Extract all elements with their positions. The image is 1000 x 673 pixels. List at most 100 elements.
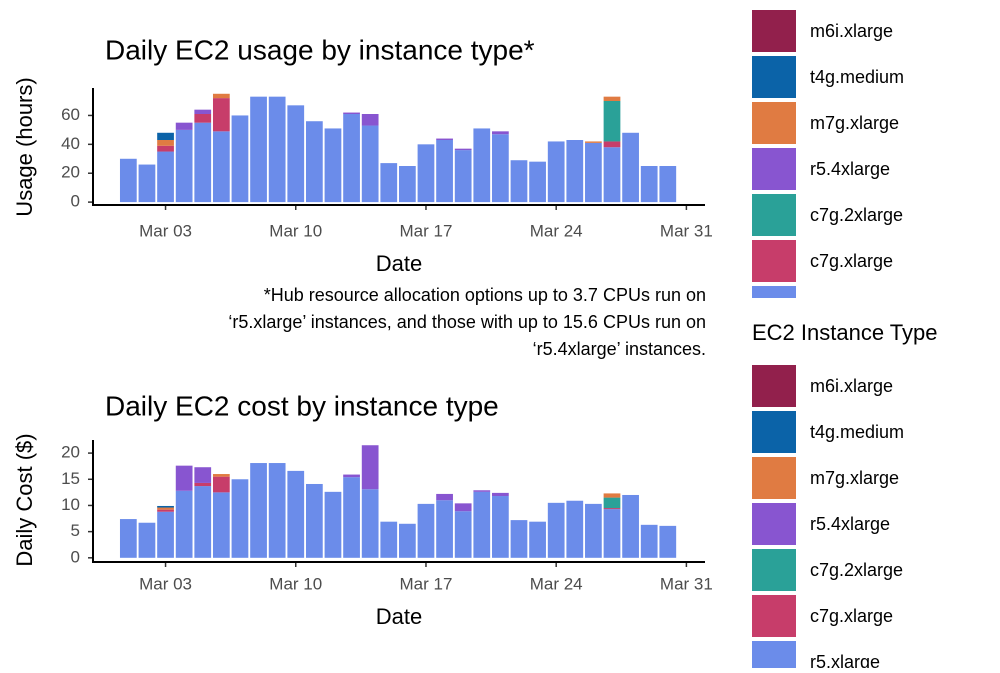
bar [510, 160, 528, 203]
bar [231, 115, 249, 203]
chart-title: Daily EC2 usage by instance type* [105, 34, 535, 65]
y-tick-label: 20 [61, 443, 80, 462]
bar [305, 483, 323, 558]
bar [194, 467, 212, 483]
bar [194, 486, 212, 558]
y-tick-label: 5 [71, 521, 80, 540]
legend-label: t4g.medium [810, 67, 904, 87]
legend-swatch [752, 503, 796, 545]
bar [250, 96, 267, 203]
bar [361, 445, 379, 490]
x-tick-label: Mar 03 [139, 574, 192, 593]
legend-swatch [752, 549, 796, 591]
bar [157, 509, 174, 512]
legend-swatch [752, 194, 796, 236]
legend-label: m6i.xlarge [810, 376, 893, 396]
bar [603, 493, 621, 498]
bar [585, 142, 602, 203]
bar [119, 158, 137, 203]
legend-swatch [752, 641, 796, 668]
bar [436, 140, 453, 203]
bar [194, 122, 212, 203]
bar [305, 121, 323, 203]
legend-swatch [752, 102, 796, 144]
bar [603, 497, 621, 509]
legend-label: t4g.medium [810, 422, 904, 442]
bar [603, 509, 621, 558]
bar [324, 491, 342, 558]
legend: EC2 Instance Type m6i.xlarge t4g.medium m7g… [752, 320, 938, 668]
legend-swatch [752, 595, 796, 637]
bar [343, 112, 360, 114]
bar [640, 166, 658, 203]
bar [547, 502, 565, 558]
y-axis-label: Usage (hours) [12, 77, 37, 216]
caption: *Hub resource allocation options up to 3… [264, 285, 706, 305]
bar [417, 503, 435, 558]
bar [585, 503, 602, 558]
x-tick-label: Mar 17 [400, 574, 453, 593]
bar [380, 163, 398, 203]
x-tick-label: Mar 17 [400, 221, 453, 240]
bar [436, 493, 453, 501]
bar [566, 140, 584, 203]
bar [659, 525, 677, 558]
bar [231, 479, 249, 558]
bar [566, 500, 584, 558]
bar [212, 474, 230, 477]
bar [622, 494, 639, 558]
bar [640, 524, 658, 558]
bar [399, 523, 416, 558]
legend-swatch [752, 240, 796, 282]
legend-swatch [752, 148, 796, 190]
chart-title: Daily EC2 cost by instance type [105, 390, 499, 421]
bar [287, 105, 305, 203]
bar [492, 496, 509, 558]
bar [138, 522, 156, 558]
bar [547, 141, 565, 203]
bar [473, 491, 491, 558]
caption: ‘r5.4xlarge’ instances. [533, 339, 706, 359]
x-tick-label: Mar 10 [269, 574, 322, 593]
bar [492, 131, 509, 135]
y-tick-label: 15 [61, 469, 80, 488]
bar [268, 463, 286, 558]
x-tick-label: Mar 31 [660, 221, 713, 240]
legend-label: m7g.xlarge [810, 468, 899, 488]
bar [175, 129, 193, 203]
legend-swatch [752, 286, 796, 298]
legend-label: r5.4xlarge [810, 514, 890, 534]
bar [585, 141, 602, 143]
legend-label: c7g.2xlarge [810, 205, 903, 225]
legend-label: c7g.xlarge [810, 606, 893, 626]
bar [603, 508, 621, 510]
legend-label: r5.4xlarge [810, 159, 890, 179]
bar [212, 492, 230, 558]
bar [380, 521, 398, 558]
bar [119, 519, 137, 558]
bar [157, 511, 174, 558]
bar [175, 465, 193, 491]
bar [361, 489, 379, 558]
x-tick-label: Mar 24 [530, 221, 583, 240]
bar [659, 166, 677, 203]
bar [157, 507, 174, 510]
bar [436, 500, 453, 558]
bar [603, 147, 621, 203]
bar [194, 109, 212, 114]
bar [157, 151, 174, 203]
x-axis-label: Date [376, 604, 422, 629]
bar [343, 114, 360, 203]
legend-title: EC2 Instance Type [752, 320, 938, 345]
legend-swatch [752, 411, 796, 453]
y-tick-label: 60 [61, 105, 80, 124]
y-tick-label: 0 [71, 547, 80, 566]
bar [157, 132, 174, 140]
bar [157, 145, 174, 152]
bar [473, 128, 491, 203]
legend: m6i.xlarge t4g.medium m7g.xlarge r5.4xlarge… [752, 10, 904, 298]
bar [194, 482, 212, 487]
legend-label: m7g.xlarge [810, 113, 899, 133]
bar [157, 505, 174, 508]
bar [603, 96, 621, 101]
